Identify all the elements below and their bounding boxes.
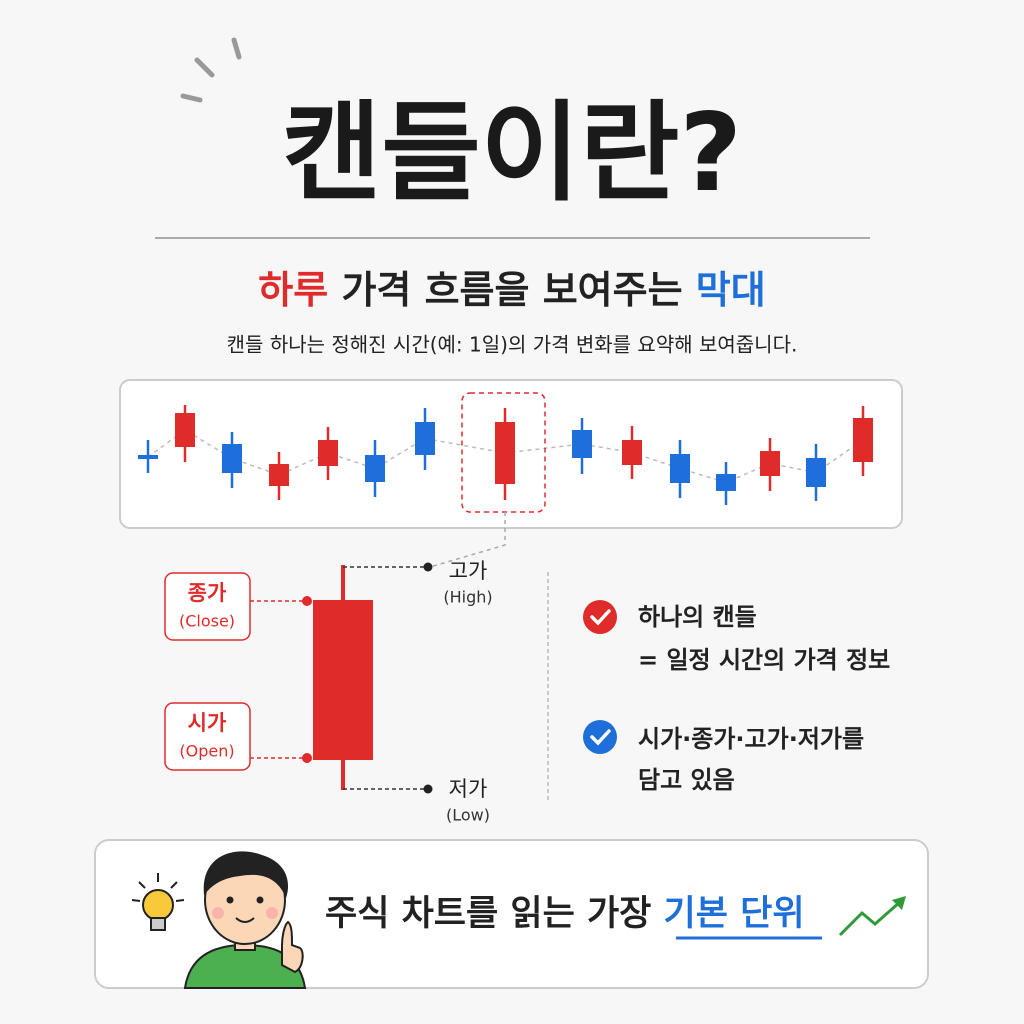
trend-arrow xyxy=(838,900,901,937)
open-sub: (Open) xyxy=(179,742,234,761)
candle-body xyxy=(716,474,736,491)
candle-body xyxy=(495,422,515,484)
bulb-icon xyxy=(131,873,185,931)
candle-body xyxy=(222,444,242,473)
close-sub: (Close) xyxy=(179,612,235,631)
subtitle-middle: 가격 흐름을 보여주는 xyxy=(341,268,682,312)
candle-body xyxy=(760,451,780,476)
candle-body xyxy=(853,418,873,462)
person-illustration xyxy=(183,851,307,989)
connector xyxy=(429,512,506,568)
candle-body xyxy=(269,464,289,486)
candle-body xyxy=(138,455,158,459)
banner-text: 주식 차트를 읽는 가장 기본 단위 xyxy=(325,894,805,934)
candle-body xyxy=(365,455,385,482)
leader-lines xyxy=(250,566,549,800)
subtitle-blue: 막대 xyxy=(696,268,766,312)
leader-dots xyxy=(302,562,433,794)
banner xyxy=(94,839,929,989)
check-icon xyxy=(583,600,617,634)
low-label: 저가 xyxy=(449,777,488,801)
subtitle-red: 하루 xyxy=(258,268,328,312)
open-label: 시가 xyxy=(188,711,227,735)
point-text: 하나의 캔들 xyxy=(638,603,757,631)
description: 캔들 하나는 정해진 시간(예: 1일)의 가격 변화를 요약해 보여줍니다. xyxy=(227,333,798,357)
check-mark xyxy=(590,729,611,746)
candle-body xyxy=(175,413,195,447)
highlight-box xyxy=(461,392,546,513)
strip-candles xyxy=(138,405,873,505)
title: 캔들이란? xyxy=(282,91,742,216)
candle-body xyxy=(572,430,592,458)
candle-body xyxy=(806,458,826,487)
high-sub: (High) xyxy=(443,588,492,607)
candle-body xyxy=(670,454,690,483)
candle-body xyxy=(622,440,642,465)
close-label: 종가 xyxy=(188,581,227,605)
candle-body xyxy=(318,440,338,466)
open-box xyxy=(164,702,251,771)
check-icon xyxy=(583,720,617,754)
point-text: 시가·종가·고가·저가를 xyxy=(638,725,864,753)
trend-arrow-head xyxy=(892,896,906,910)
low-sub: (Low) xyxy=(446,806,490,825)
candle-body xyxy=(415,422,435,455)
banner-main: 주식 차트를 읽는 가장 xyxy=(325,894,651,934)
point-text: 담고 있음 xyxy=(638,766,735,794)
close-box xyxy=(164,572,251,641)
accent-marks xyxy=(180,37,242,103)
big-candle-body xyxy=(313,600,373,760)
subtitle: 하루 가격 흐름을 보여주는 막대 xyxy=(258,268,765,312)
high-label: 고가 xyxy=(449,559,488,583)
check-mark xyxy=(590,609,611,626)
point-text: = 일정 시간의 가격 정보 xyxy=(638,646,890,674)
banner-highlight: 기본 단위 xyxy=(664,894,805,934)
